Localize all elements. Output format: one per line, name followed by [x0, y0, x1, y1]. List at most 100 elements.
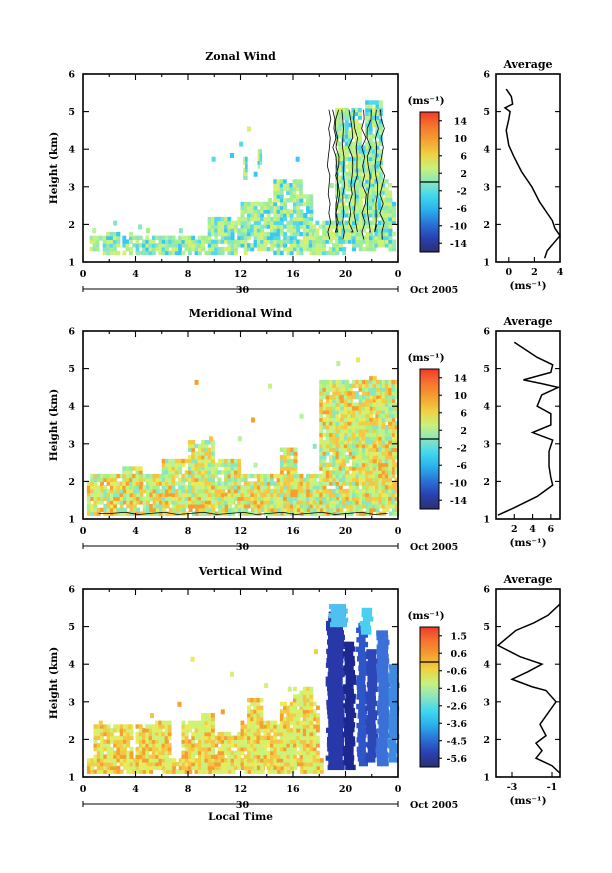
- heatmap-cell: [112, 246, 117, 252]
- y-tick-label: 5: [68, 364, 75, 375]
- colorbar-tick-label: 2: [460, 426, 467, 437]
- colorbar-tick-label: 2: [460, 169, 467, 180]
- heatmap-cell: [132, 496, 137, 501]
- heatmap-cell: [365, 413, 370, 419]
- heatmap-cell: [332, 473, 337, 479]
- heatmap-cell: [184, 724, 189, 729]
- heatmap-cell: [106, 750, 111, 756]
- heatmap-cell: [247, 769, 252, 774]
- heatmap-cell: [358, 175, 363, 180]
- heatmap-cell: [361, 421, 366, 426]
- heatmap-cell: [347, 406, 352, 411]
- heatmap-cell: [113, 488, 118, 494]
- heatmap-cell: [315, 250, 320, 256]
- heatmap-cell: [129, 492, 134, 498]
- heatmap-cell: [343, 425, 348, 430]
- heatmap-cell: [293, 462, 298, 467]
- heatmap-cell: [306, 239, 311, 244]
- heatmap-cell: [266, 485, 271, 490]
- heatmap-cell: [365, 409, 370, 415]
- heatmap-cell: [279, 488, 284, 494]
- heatmap-cell: [388, 447, 393, 452]
- heatmap-cell: [93, 492, 98, 498]
- heatmap-cell: [184, 477, 189, 482]
- heatmap-cell: [260, 507, 265, 513]
- heatmap-cell: [158, 754, 163, 759]
- heatmap-cell: [224, 761, 228, 767]
- heatmap-cell: [128, 246, 133, 252]
- heatmap-cell: [377, 213, 382, 218]
- heatmap-cell: [175, 511, 180, 516]
- heatmap-cell: [283, 458, 288, 464]
- heatmap-cell: [279, 455, 284, 460]
- heatmap-cell: [352, 466, 356, 471]
- heatmap-cell: [361, 409, 366, 415]
- heatmap-cell: [142, 485, 147, 490]
- heatmap-cell: [250, 500, 255, 505]
- heatmap-cell: [341, 458, 346, 464]
- heatmap-cell: [332, 436, 337, 441]
- heatmap-cell: [351, 141, 356, 147]
- heatmap-cell: [312, 481, 317, 486]
- heatmap-cell: [356, 511, 360, 516]
- heatmap-cell: [293, 220, 297, 225]
- profile-x-label: (ms⁻¹): [509, 280, 546, 292]
- heatmap-cell: [384, 481, 389, 486]
- heatmap-cell: [119, 481, 124, 486]
- heatmap-cell: [394, 406, 399, 411]
- heatmap-cell: [165, 488, 169, 494]
- heatmap-cell: [92, 239, 97, 244]
- heatmap-cell: [368, 503, 373, 509]
- heatmap-cell: [96, 485, 101, 490]
- heatmap-cell: [302, 492, 307, 498]
- heatmap-cell: [109, 503, 114, 509]
- heatmap-cell: [388, 503, 393, 509]
- profile-x-tick-label: 0: [505, 267, 512, 278]
- heatmap-cell: [188, 447, 192, 452]
- heatmap-cell: [381, 458, 386, 464]
- heatmap-cell: [299, 231, 304, 237]
- heatmap-cell: [119, 750, 124, 756]
- heatmap-cell: [361, 485, 366, 490]
- heatmap-cell: [181, 724, 186, 729]
- heatmap-cell: [388, 194, 393, 199]
- heatmap-cell: [355, 149, 360, 154]
- heatmap-cell: [208, 507, 213, 513]
- heatmap-cell: [159, 761, 164, 767]
- heatmap-cell: [245, 175, 248, 180]
- heatmap-cell: [210, 458, 215, 464]
- heatmap-cell: [333, 511, 337, 516]
- heatmap-cell: [365, 417, 370, 422]
- heatmap-cell: [100, 758, 104, 763]
- heatmap-cell: [341, 183, 346, 188]
- heatmap-cell: [381, 409, 386, 415]
- heatmap-cell: [377, 198, 382, 203]
- heatmap-cell: [345, 481, 350, 486]
- colorbar-tick-label: 10: [454, 391, 468, 402]
- heatmap-cell: [338, 224, 343, 229]
- heatmap-cell: [263, 724, 268, 729]
- heatmap-cell: [135, 470, 140, 475]
- heatmap-cell: [368, 160, 373, 165]
- heatmap-cell: [138, 235, 143, 241]
- heatmap-cell: [237, 758, 242, 763]
- heatmap-cell: [388, 246, 393, 252]
- heatmap-cell: [318, 243, 323, 248]
- heatmap-cell: [332, 391, 337, 396]
- heatmap-cell: [335, 492, 340, 498]
- heatmap-cell: [191, 473, 196, 479]
- heatmap-cell: [159, 503, 164, 509]
- heatmap-cell: [343, 391, 348, 396]
- heatmap-cell: [171, 500, 176, 505]
- heatmap-cell: [329, 477, 333, 482]
- heatmap-cell: [109, 481, 114, 486]
- heatmap-cell: [263, 235, 268, 241]
- heatmap-cell: [352, 421, 356, 426]
- heatmap-cell: [319, 466, 324, 471]
- heatmap-cell: [116, 250, 121, 256]
- heatmap-cell: [158, 239, 163, 244]
- heatmap-cell: [279, 728, 284, 733]
- heatmap-cell: [276, 194, 281, 199]
- heatmap-cell: [256, 503, 261, 509]
- heatmap-cell: [289, 235, 294, 241]
